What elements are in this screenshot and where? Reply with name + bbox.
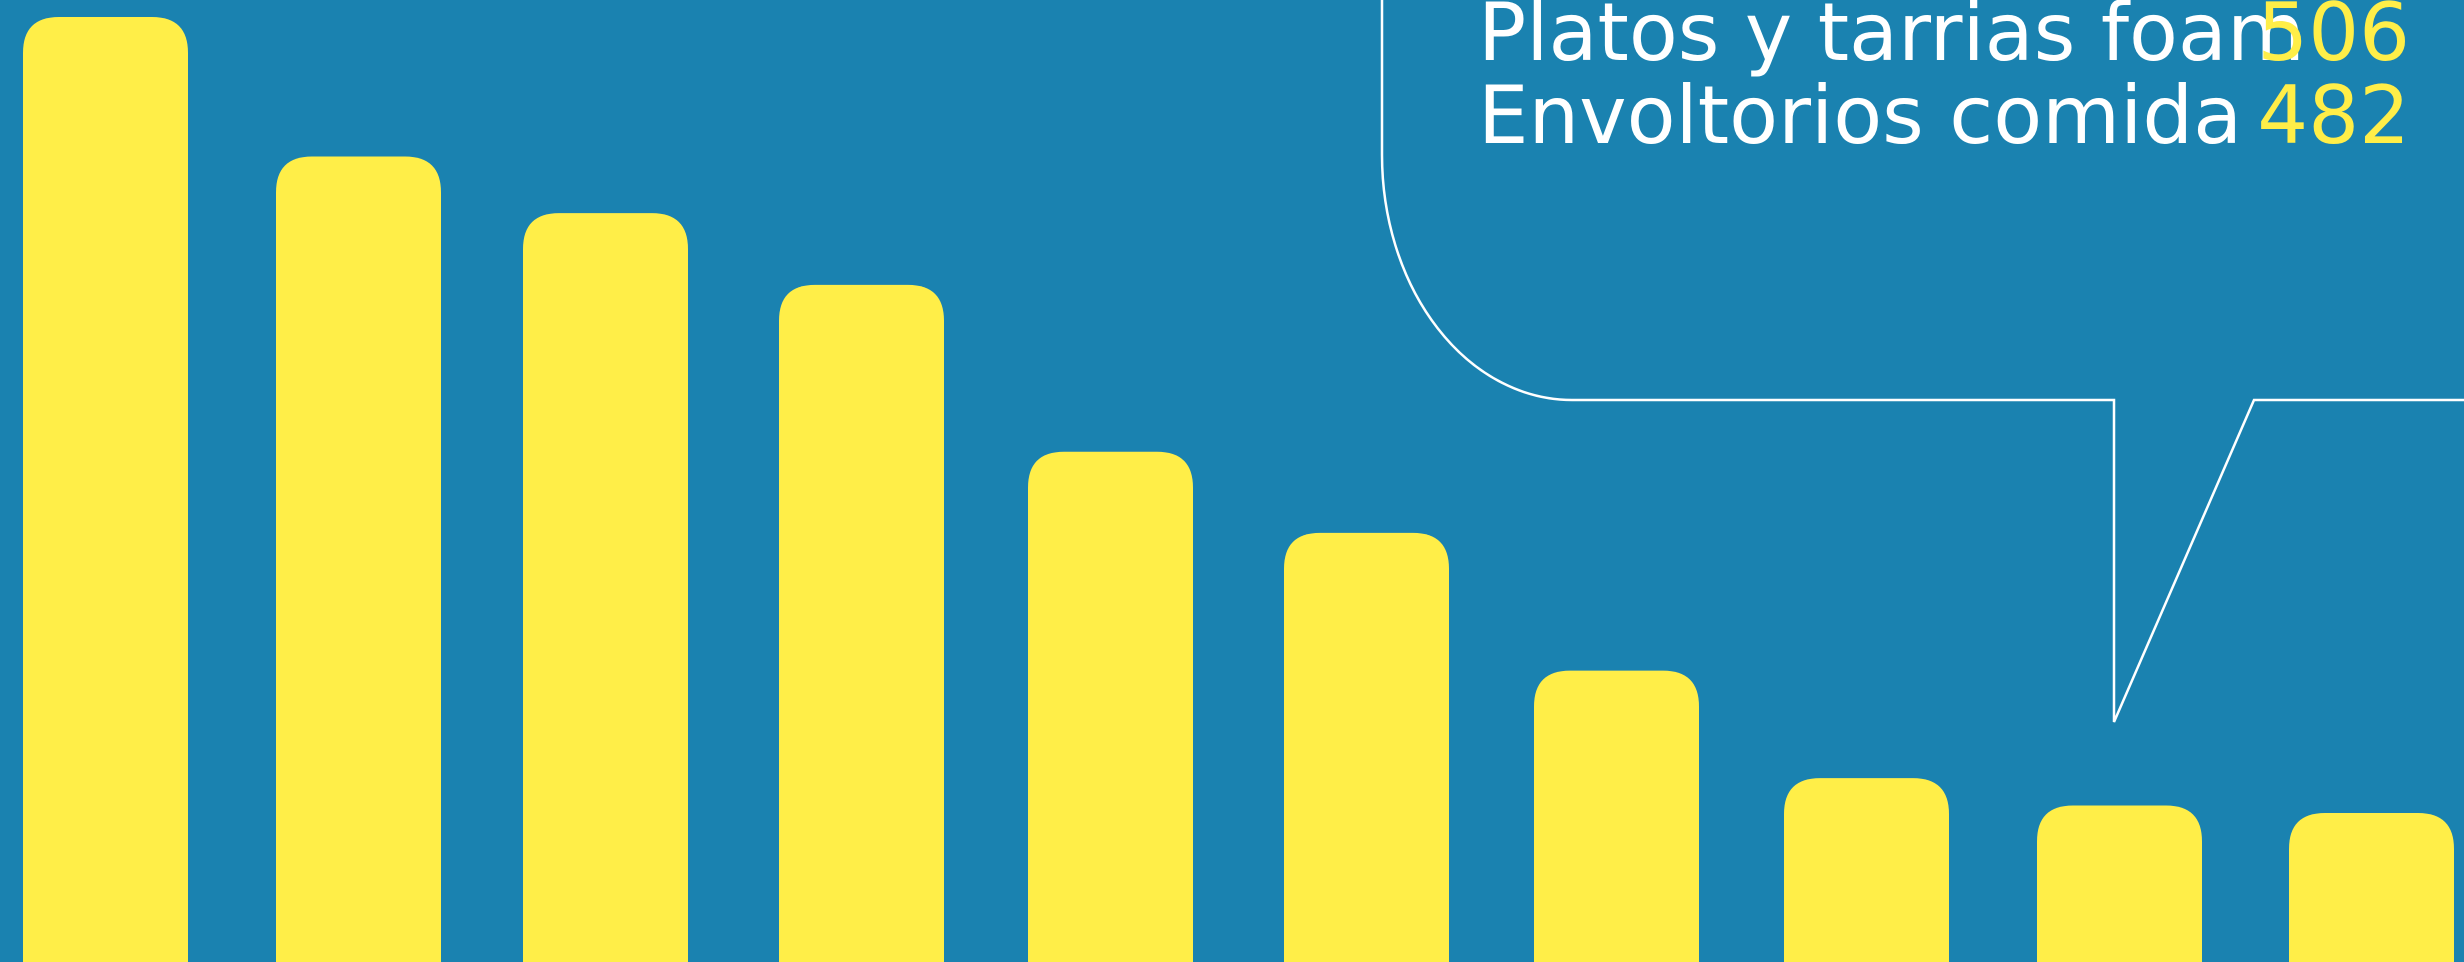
bar-9: [2037, 805, 2202, 962]
bar-7: [1534, 670, 1699, 962]
bar-5: [1028, 451, 1193, 962]
bar-8: [1784, 778, 1949, 962]
callout-label-platos: Platos y tarrias foam: [1478, 0, 2305, 79]
bar-3: [523, 213, 688, 962]
callout-value-platos: 506: [2257, 0, 2410, 79]
callout-bubble-outline: [1380, 0, 2464, 723]
bars-group: [23, 16, 2454, 962]
bar-10: [2289, 812, 2454, 962]
bar-1: [23, 16, 188, 962]
callout-label-envoltorios: Envoltorios comida: [1478, 69, 2242, 162]
callout-value-envoltorios: 482: [2257, 69, 2410, 162]
bar-6: [1284, 532, 1449, 962]
bar-2: [276, 156, 441, 962]
bar-4: [779, 284, 944, 962]
